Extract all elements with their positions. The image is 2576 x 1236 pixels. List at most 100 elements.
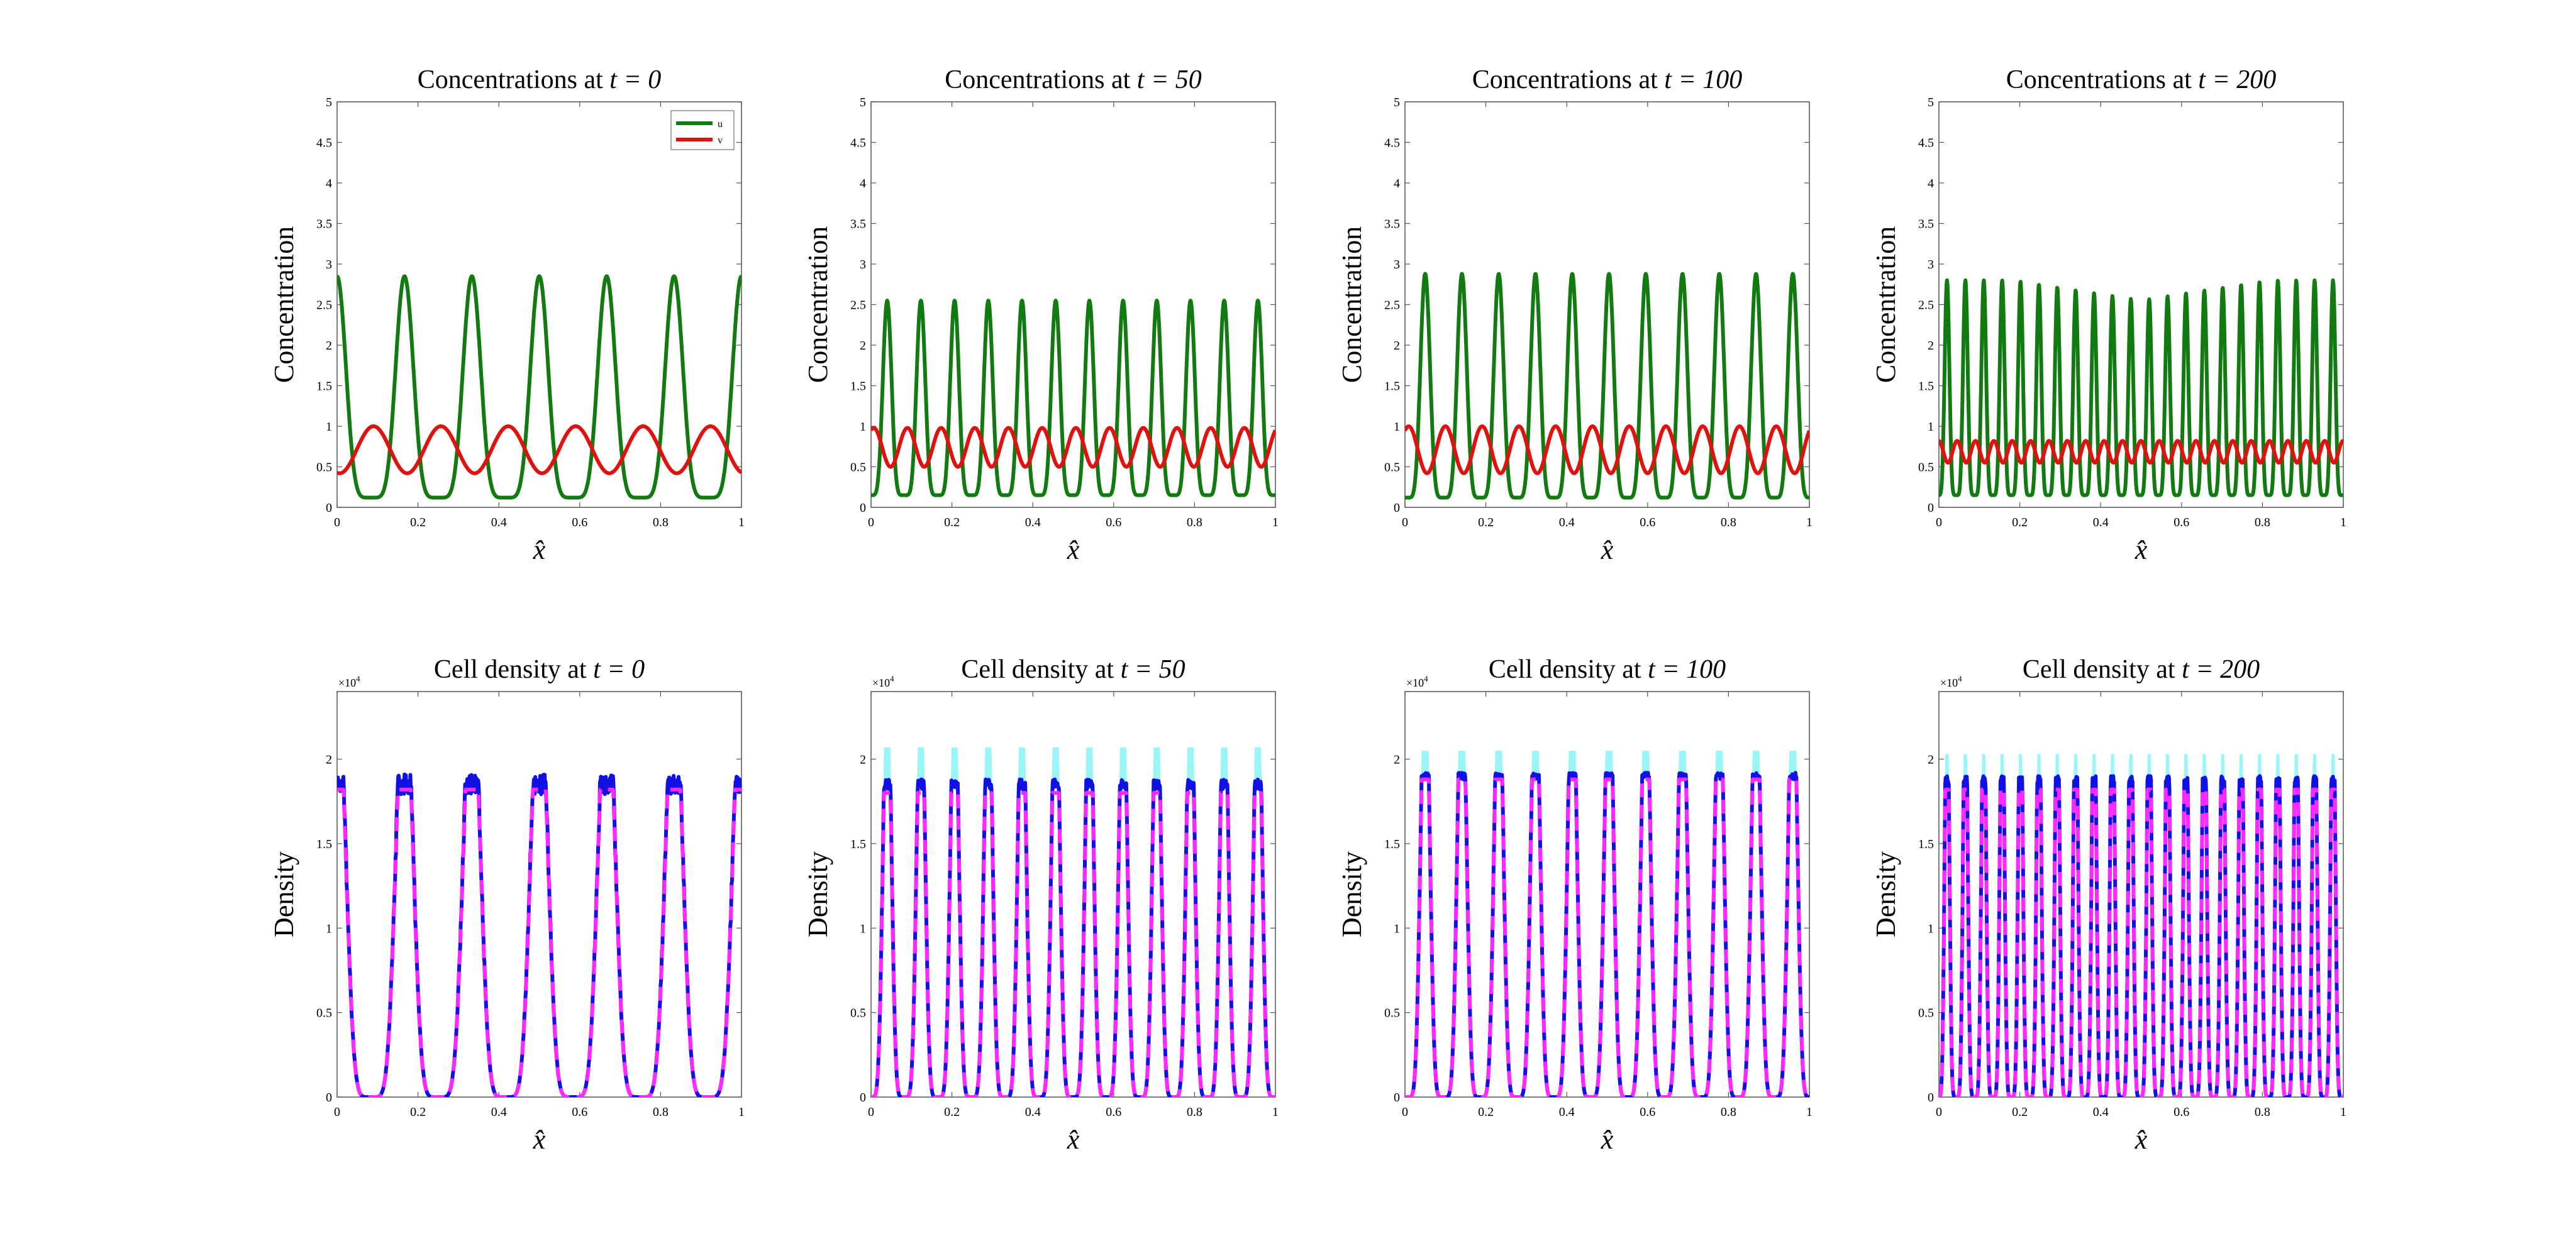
x-tick-label: 0.2: [410, 516, 426, 529]
y-tick-label: 2: [1928, 339, 1934, 353]
x-tick-label: 0: [334, 516, 340, 529]
series-density-line: [1939, 774, 2343, 1097]
axes-box: [1404, 691, 1810, 1098]
y-tick-label: 4: [1394, 177, 1400, 190]
x-tick-label: 1: [1806, 1105, 1813, 1119]
y-tick-label: 2.5: [1384, 299, 1400, 312]
x-tick-label: 1: [1272, 516, 1279, 529]
x-tick-label: 0.4: [1025, 1105, 1041, 1119]
y-axis-label: Density: [1336, 851, 1367, 937]
y-axis-label: Density: [269, 851, 299, 937]
y-axis-label: Concentration: [269, 226, 299, 383]
y-tick-label: 3.5: [1384, 218, 1400, 231]
y-tick-label: 1.5: [850, 380, 866, 394]
x-tick-label: 0: [1936, 516, 1942, 529]
y-tick-label: 1.5: [850, 837, 866, 851]
x-tick-label: 0.4: [2093, 516, 2109, 529]
y-tick-label: 3.5: [316, 218, 332, 231]
y-tick-label: 0.5: [1918, 1007, 1934, 1020]
y-tick-label: 2: [860, 753, 866, 767]
y-multiplier: ×104: [338, 674, 360, 689]
y-tick-label: 1.5: [316, 837, 332, 851]
x-axis-label: x̂: [1601, 1124, 1614, 1155]
axes-box: [336, 101, 742, 508]
y-tick-label: 3: [860, 258, 866, 272]
y-tick-label: 2: [860, 339, 866, 353]
y-axis-label: Concentration: [1870, 226, 1901, 383]
series-v-line: [1939, 439, 2343, 465]
chart-title: Concentrations at t = 200: [2006, 65, 2277, 94]
plot-area: [871, 747, 1275, 1097]
legend-label-u: u: [718, 119, 723, 130]
y-tick-label: 0: [1928, 501, 1934, 515]
y-tick-label: 0.5: [316, 1007, 332, 1020]
x-tick-label: 0: [334, 1105, 340, 1119]
y-tick-label: 3: [1394, 258, 1400, 272]
y-tick-label: 0.5: [1384, 1007, 1400, 1020]
x-tick-label: 0.2: [2012, 1105, 2028, 1119]
x-tick-label: 0.2: [944, 516, 960, 529]
x-tick-label: 0.8: [2255, 516, 2270, 529]
y-tick-label: 0: [1394, 1091, 1400, 1105]
series-v-line: [337, 424, 741, 475]
y-multiplier: ×104: [1406, 674, 1428, 689]
x-tick-label: 0.2: [1478, 1105, 1494, 1119]
y-tick-label: 1: [1394, 420, 1400, 434]
panel-concentration-1: 0 0.5 1 1.5 2 2.5 3 3.5 4 4.5 5 0 0.2 0.4 0.6 0.8 1 Conce…: [802, 65, 1279, 565]
x-tick-label: 0.8: [1187, 516, 1202, 529]
y-tick-label: 5: [1394, 96, 1400, 109]
y-tick-label: 2.5: [850, 299, 866, 312]
y-tick-label: 2.5: [316, 299, 332, 312]
x-tick-label: 1: [1272, 1105, 1279, 1119]
x-tick-label: 0.8: [1721, 1105, 1736, 1119]
plot-area: [1939, 754, 2343, 1097]
y-tick-label: 2: [326, 339, 332, 353]
y-tick-label: 1.5: [1918, 837, 1934, 851]
series-mean-line: [871, 791, 1275, 1097]
y-tick-label: 0.5: [1918, 461, 1934, 475]
y-tick-label: 3.5: [850, 218, 866, 231]
y-tick-label: 2: [326, 753, 332, 767]
y-tick-label: 0: [326, 1091, 332, 1105]
x-tick-label: 0.4: [1025, 516, 1041, 529]
y-tick-label: 1.5: [1384, 380, 1400, 394]
y-tick-label: 4.5: [850, 136, 866, 150]
series-density-line: [337, 772, 741, 1097]
y-tick-label: 1: [860, 420, 866, 434]
x-tick-label: 0: [1402, 516, 1408, 529]
y-tick-label: 1: [1928, 922, 1934, 935]
legend-label-v: v: [718, 135, 723, 146]
x-tick-label: 0.6: [2174, 516, 2189, 529]
x-tick-label: 0.6: [572, 516, 587, 529]
x-tick-label: 0.8: [653, 1105, 669, 1119]
y-tick-label: 2: [1394, 339, 1400, 353]
y-tick-label: 0: [860, 501, 866, 515]
series-mean-line: [1405, 777, 1809, 1097]
x-axis-label: x̂: [2135, 1124, 2148, 1155]
x-tick-label: 0: [1936, 1105, 1942, 1119]
y-tick-label: 0: [860, 1091, 866, 1105]
x-tick-label: 0.2: [1478, 516, 1494, 529]
x-tick-label: 0: [868, 1105, 874, 1119]
series-mean-line: [337, 787, 741, 1097]
plot-area: [1939, 278, 2343, 497]
x-axis-label: x̂: [533, 1124, 546, 1155]
chart-title: Cell density at t = 50: [961, 655, 1185, 684]
y-tick-label: 1: [1928, 420, 1934, 434]
chart-title: Concentrations at t = 0: [418, 65, 662, 94]
x-tick-label: 0.2: [2012, 516, 2028, 529]
x-tick-label: 0.6: [2174, 1105, 2189, 1119]
series-v-line: [871, 426, 1275, 469]
x-tick-label: 0.6: [572, 1105, 587, 1119]
y-tick-label: 3.5: [1918, 218, 1934, 231]
y-axis-label: Concentration: [802, 226, 833, 383]
x-tick-label: 0.4: [2093, 1105, 2109, 1119]
x-axis-label: x̂: [2135, 534, 2148, 565]
x-tick-label: 0.4: [1559, 516, 1575, 529]
y-axis-label: Density: [802, 851, 833, 937]
y-tick-label: 2: [1928, 753, 1934, 767]
x-axis-label: x̂: [1601, 534, 1614, 565]
x-tick-label: 0.8: [1721, 516, 1736, 529]
panel-density-0: 0 0.5 1 1.5 2 0 0.2 0.4 0.6 0.8 1 Cell density at t…: [269, 655, 745, 1155]
